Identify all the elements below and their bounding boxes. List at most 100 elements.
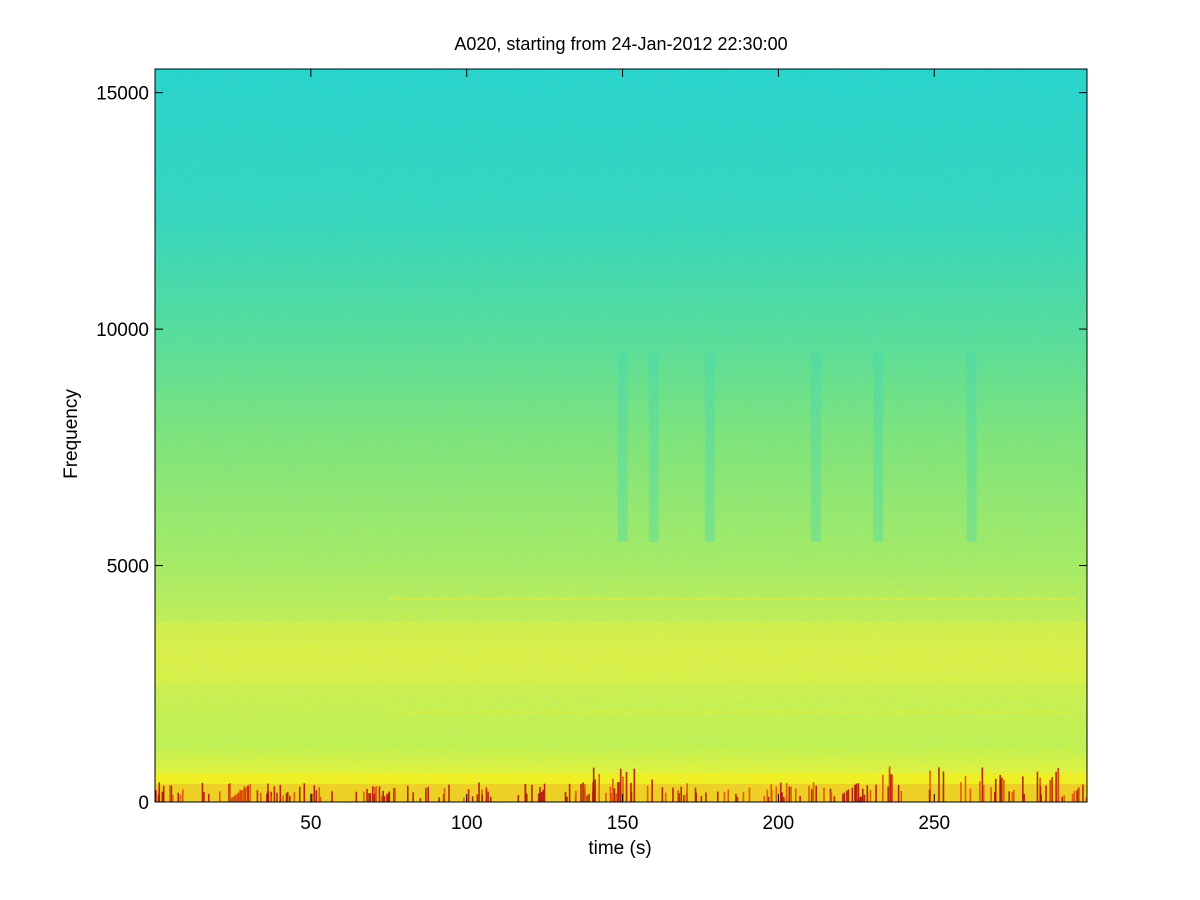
peak-mark <box>237 793 239 802</box>
peak-mark <box>790 786 792 802</box>
peak-mark <box>537 793 540 802</box>
peak-mark <box>993 791 996 802</box>
peak-mark <box>929 770 931 802</box>
peak-mark <box>1051 777 1053 802</box>
peak-mark <box>363 791 365 802</box>
x-axis-ticks: 50 100 150 200 250 <box>300 69 950 834</box>
peak-mark <box>594 779 596 802</box>
peak-mark <box>394 788 396 802</box>
peak-mark <box>203 792 205 802</box>
peak-mark <box>685 793 688 802</box>
peak-mark <box>1061 796 1063 802</box>
peak-mark <box>387 795 390 802</box>
peak-mark <box>748 787 751 802</box>
peak-mark <box>651 779 653 802</box>
y-axis-label: Frequency <box>61 389 82 479</box>
peak-mark <box>1050 782 1052 802</box>
peak-mark <box>476 794 479 802</box>
peak-mark <box>1057 769 1059 802</box>
peak-mark <box>282 795 284 802</box>
peak-mark <box>383 796 386 802</box>
peak-mark <box>677 790 679 802</box>
peak-mark <box>369 793 372 802</box>
peak-mark <box>1063 795 1065 802</box>
peak-mark <box>568 783 571 802</box>
peak-mark <box>969 788 972 802</box>
peak-mark <box>169 785 171 802</box>
peak-mark <box>1078 787 1080 802</box>
peak-mark <box>619 768 622 802</box>
peak-mark <box>478 782 480 802</box>
peak-mark <box>412 792 414 802</box>
peak-mark <box>723 791 726 802</box>
peak-mark <box>378 786 381 802</box>
x-tick-label: 50 <box>300 813 321 834</box>
peak-mark <box>808 785 810 802</box>
peak-mark <box>524 784 527 802</box>
peak-mark <box>799 795 801 802</box>
peak-mark <box>847 789 850 802</box>
spectrogram-warm-noise <box>155 69 1087 619</box>
peak-mark <box>990 787 992 802</box>
peak-mark <box>170 785 173 802</box>
peak-mark <box>700 795 703 802</box>
peak-mark <box>485 787 488 802</box>
peak-mark <box>260 792 262 802</box>
peak-mark <box>517 795 520 802</box>
peak-mark <box>833 796 836 802</box>
peak-mark <box>994 778 997 802</box>
peak-mark <box>1082 784 1084 802</box>
peak-mark <box>1076 790 1078 802</box>
peak-mark <box>859 796 862 802</box>
peak-mark <box>471 796 474 802</box>
peak-mark <box>860 796 863 802</box>
peak-mark <box>234 795 236 802</box>
peak-mark <box>846 790 848 802</box>
peak-mark <box>270 796 272 802</box>
peak-mark <box>382 797 384 802</box>
peak-mark <box>386 794 388 802</box>
peak-mark <box>815 785 818 802</box>
peak-mark <box>615 793 618 802</box>
peak-mark <box>243 786 246 802</box>
peak-mark <box>249 784 251 802</box>
peak-mark <box>586 795 588 802</box>
peak-mark <box>680 786 683 802</box>
peak-mark <box>999 774 1001 802</box>
peak-mark <box>285 793 288 802</box>
peak-mark <box>783 797 785 802</box>
peak-mark <box>582 782 584 802</box>
peak-mark <box>542 790 545 802</box>
peak-mark <box>229 783 231 802</box>
peak-mark <box>267 783 269 802</box>
peak-mark <box>1040 794 1042 802</box>
peak-mark <box>592 767 595 802</box>
peak-mark <box>866 785 869 802</box>
peak-mark <box>678 793 680 802</box>
peak-mark <box>942 771 945 802</box>
peak-mark <box>238 792 240 802</box>
peak-mark <box>207 793 210 802</box>
peak-mark <box>625 771 628 802</box>
peak-mark <box>393 788 395 802</box>
peak-mark <box>588 793 590 802</box>
peak-mark <box>373 794 376 802</box>
peak-mark <box>158 794 160 802</box>
peak-mark <box>854 784 856 802</box>
peak-mark <box>843 792 846 802</box>
peak-mark <box>779 782 782 802</box>
peak-mark <box>742 792 745 802</box>
peak-mark <box>319 796 322 802</box>
peak-mark <box>891 774 894 802</box>
plot-frame <box>154 68 1088 803</box>
peak-mark <box>315 790 318 802</box>
peak-mark <box>232 796 234 802</box>
peak-mark <box>857 783 860 802</box>
peak-mark <box>584 784 586 802</box>
peak-mark <box>887 786 889 802</box>
peak-mark <box>1036 771 1039 802</box>
low-frequency-peaks <box>155 766 1087 802</box>
peak-mark <box>276 792 278 802</box>
peak-mark <box>858 797 860 802</box>
peak-mark <box>1011 792 1014 802</box>
